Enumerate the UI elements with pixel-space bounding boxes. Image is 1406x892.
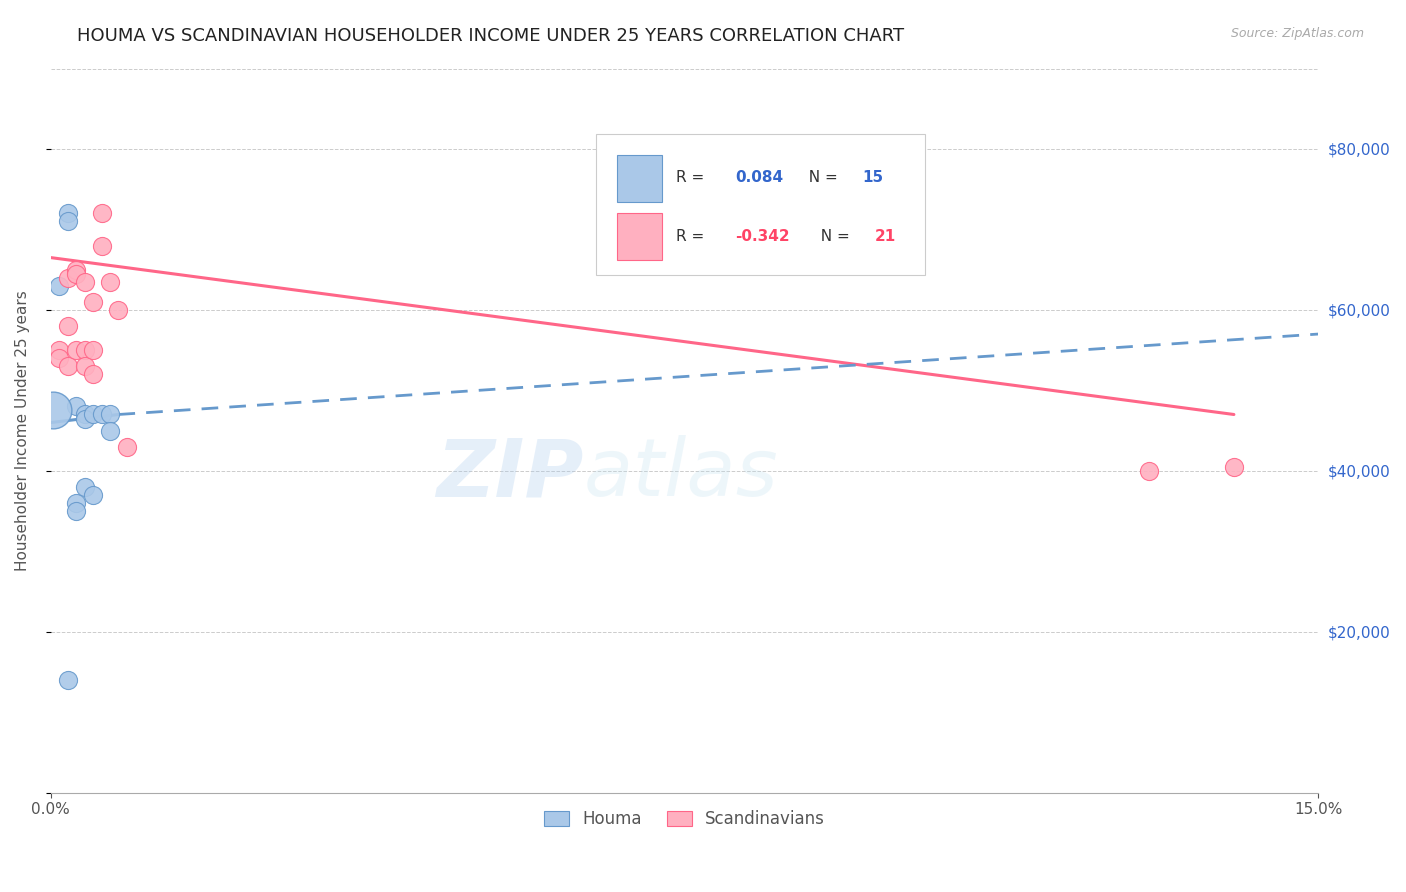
Point bbox=[65, 262, 87, 277]
Point bbox=[56, 206, 79, 220]
Point bbox=[65, 267, 87, 281]
Point bbox=[73, 359, 96, 374]
Text: HOUMA VS SCANDINAVIAN HOUSEHOLDER INCOME UNDER 25 YEARS CORRELATION CHART: HOUMA VS SCANDINAVIAN HOUSEHOLDER INCOME… bbox=[77, 27, 904, 45]
Point bbox=[98, 424, 121, 438]
Point bbox=[56, 214, 79, 228]
Point bbox=[90, 408, 112, 422]
Point bbox=[65, 343, 87, 358]
Point bbox=[90, 238, 112, 252]
Text: atlas: atlas bbox=[583, 435, 778, 513]
Point bbox=[56, 270, 79, 285]
Point bbox=[56, 318, 79, 333]
Point bbox=[73, 275, 96, 289]
Point bbox=[48, 278, 70, 293]
Point bbox=[82, 294, 104, 309]
Point bbox=[82, 368, 104, 382]
Text: R =: R = bbox=[676, 229, 709, 244]
Point bbox=[56, 673, 79, 687]
Point bbox=[1223, 459, 1246, 474]
Point bbox=[73, 343, 96, 358]
Point bbox=[115, 440, 138, 454]
Point bbox=[90, 206, 112, 220]
FancyBboxPatch shape bbox=[617, 155, 662, 202]
Point bbox=[98, 408, 121, 422]
Y-axis label: Householder Income Under 25 years: Householder Income Under 25 years bbox=[15, 290, 30, 571]
Point bbox=[73, 411, 96, 425]
Point bbox=[41, 403, 63, 417]
Text: 0.084: 0.084 bbox=[735, 169, 783, 185]
FancyBboxPatch shape bbox=[596, 134, 925, 275]
Point bbox=[82, 488, 104, 502]
Text: R =: R = bbox=[676, 169, 709, 185]
Legend: Houma, Scandinavians: Houma, Scandinavians bbox=[537, 804, 832, 835]
Point bbox=[48, 351, 70, 366]
Text: 21: 21 bbox=[875, 229, 896, 244]
Text: N =: N = bbox=[811, 229, 855, 244]
Point bbox=[82, 343, 104, 358]
Point bbox=[48, 343, 70, 358]
Text: 15: 15 bbox=[862, 169, 883, 185]
Text: ZIP: ZIP bbox=[436, 435, 583, 513]
Text: -0.342: -0.342 bbox=[735, 229, 790, 244]
Point bbox=[73, 480, 96, 494]
Point bbox=[1137, 464, 1160, 478]
Point bbox=[65, 504, 87, 518]
FancyBboxPatch shape bbox=[617, 213, 662, 260]
Text: N =: N = bbox=[799, 169, 842, 185]
Point bbox=[65, 496, 87, 510]
Point bbox=[73, 408, 96, 422]
Point bbox=[107, 302, 129, 317]
Text: Source: ZipAtlas.com: Source: ZipAtlas.com bbox=[1230, 27, 1364, 40]
Point bbox=[82, 408, 104, 422]
Point bbox=[56, 359, 79, 374]
Point bbox=[98, 275, 121, 289]
Point bbox=[65, 400, 87, 414]
